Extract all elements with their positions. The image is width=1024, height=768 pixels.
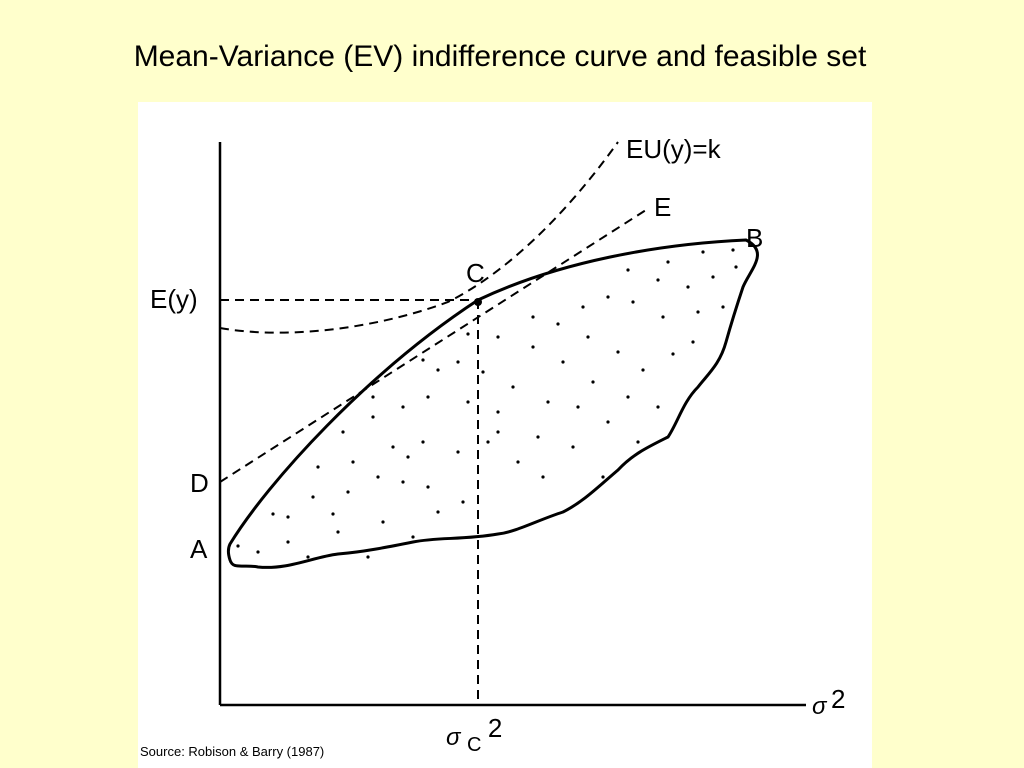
feasible-set-boundary	[227, 238, 759, 569]
point-c-label: C	[466, 258, 485, 288]
tangent-line	[219, 209, 647, 483]
x-tick-sigma: σ	[446, 724, 462, 751]
x-axis-exponent: 2	[831, 684, 845, 714]
x-axis-sigma: σ	[812, 693, 828, 720]
point-b-label: B	[746, 223, 763, 253]
tangency-point-c	[474, 298, 482, 306]
ev-diagram: EU(y)=k E B C E(y) D A σ 2 σ C 2	[150, 134, 845, 756]
y-tick-label: E(y)	[150, 284, 198, 314]
tangent-line-label: E	[654, 192, 671, 222]
point-d-label: D	[190, 468, 209, 498]
indifference-curve	[219, 141, 619, 334]
x-tick-exponent: 2	[488, 713, 502, 743]
source-note: Source: Robison & Barry (1987)	[140, 744, 325, 759]
point-a-label: A	[190, 534, 208, 564]
x-axis-label: σ 2	[812, 684, 845, 720]
feasible-set-dots	[236, 248, 738, 559]
x-tick-subscript: C	[467, 734, 481, 756]
x-tick-label: σ C 2	[446, 713, 502, 756]
slide-title: Mean-Variance (EV) indifference curve an…	[133, 40, 867, 73]
figure-panel: EU(y)=k E B C E(y) D A σ 2 σ C 2	[138, 102, 872, 768]
eu-curve-label: EU(y)=k	[626, 134, 722, 164]
